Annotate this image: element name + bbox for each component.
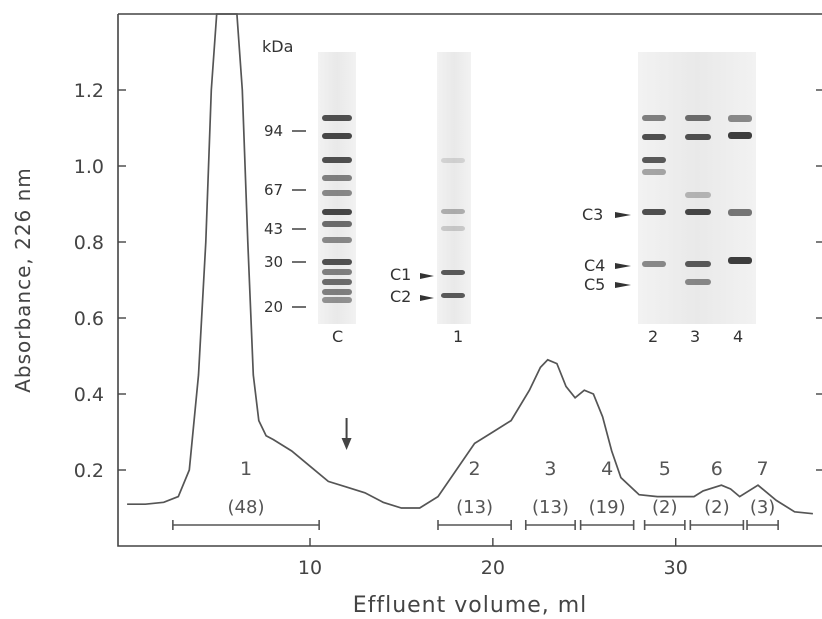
y-tick-label: 0.8 [74,232,104,254]
gel-band [322,289,352,295]
marker-43: 43 [264,220,283,238]
gel-band [685,261,711,267]
gel-band [322,175,352,181]
x-axis-label: Effluent volume, ml [353,593,588,618]
gel-band [322,157,352,163]
gel-band [322,115,352,121]
band-label-C2: C2 [390,287,411,306]
gel-band [322,221,352,227]
gel-band [642,169,666,175]
gel-band [642,157,666,163]
fraction-number: 5 [659,458,671,480]
gel-band [685,134,711,140]
y-axis-ticks: 0.2 0.4 0.6 0.8 1.0 1.2 [74,80,822,482]
fraction-number: 4 [601,458,613,480]
arrow-head [341,438,352,450]
marker-94: 94 [264,122,283,140]
fraction-percent: (2) [704,497,730,518]
absorbance-series-line [127,13,813,515]
fraction-number: 7 [757,458,769,480]
fraction-percent: (13) [532,497,569,518]
y-tick-label: 1.2 [74,80,104,102]
gel-band [728,257,752,264]
gel-band [441,158,465,163]
gel-lanes-2-4 [638,52,756,324]
marker-20: 20 [264,298,283,316]
y-tick-label: 0.2 [74,460,104,482]
gel-band [728,209,752,216]
fraction-percent: (48) [228,497,265,518]
gel-insets: kDa 94 67 43 30 20 C 1 2 3 4 C1 C2 C3 C4… [262,37,756,346]
gel-band [441,270,465,275]
band-arrow-marks [420,212,631,301]
gel-band [441,293,465,298]
gel-lane-C [318,52,356,324]
gel-band [322,297,352,303]
fraction-percent: (3) [750,497,776,518]
x-tick-label: 20 [481,557,505,579]
gel-band [322,269,352,275]
fraction-percent: (2) [652,497,678,518]
plot-frame [117,14,822,547]
x-axis-ticks: 10 20 30 [298,538,688,579]
chromatogram-curve [127,13,813,515]
gel-band [322,209,352,215]
lane-label-3: 3 [690,327,700,346]
fraction-number: 6 [711,458,723,480]
gel-band [642,115,666,121]
gel-lane-1 [437,52,471,324]
gel-bands [322,115,752,303]
band-label-C5: C5 [584,275,605,294]
lane-label-1: 1 [453,327,463,346]
x-tick-label: 10 [298,557,322,579]
band-label-C1: C1 [390,265,411,284]
gel-band [441,209,465,214]
fraction-percent: (19) [589,497,626,518]
fraction-percent: (13) [456,497,493,518]
gel-band [685,209,711,215]
marker-67: 67 [264,181,283,199]
marker-30: 30 [264,253,283,271]
y-axis-label: Absorbance, 226 nm [11,167,35,393]
gel-band [728,115,752,122]
gel-band [441,226,465,231]
fraction-number: 3 [544,458,556,480]
gel-band [642,261,666,267]
gel-band [685,279,711,285]
band-label-C3: C3 [582,205,603,224]
gel-band [322,190,352,196]
lane-label-C: C [332,327,343,346]
gel-band [728,132,752,139]
x-tick-label: 30 [664,557,688,579]
y-tick-label: 1.0 [74,156,104,178]
y-tick-label: 0.6 [74,308,104,330]
gel-band [642,134,666,140]
band-label-C4: C4 [584,256,605,275]
gel-band [685,192,711,198]
void-volume-arrow [341,418,352,450]
gel-band [322,259,352,265]
gel-band [642,209,666,215]
lane-label-2: 2 [648,327,658,346]
y-tick-label: 0.4 [74,384,104,406]
fraction-brackets: 1 (48) 2 (13) 3 (13) 4 (19) 5 (2) 6 (2) 7 (3) [172,458,779,530]
fraction-number: 1 [240,458,252,480]
lane-label-4: 4 [733,327,743,346]
gel-band [322,237,352,243]
fraction-number: 2 [469,458,481,480]
gel-band [322,279,352,285]
gel-band [322,133,352,139]
gel-band [685,115,711,121]
marker-tick-lines [292,130,306,308]
kda-label: kDa [262,37,293,56]
